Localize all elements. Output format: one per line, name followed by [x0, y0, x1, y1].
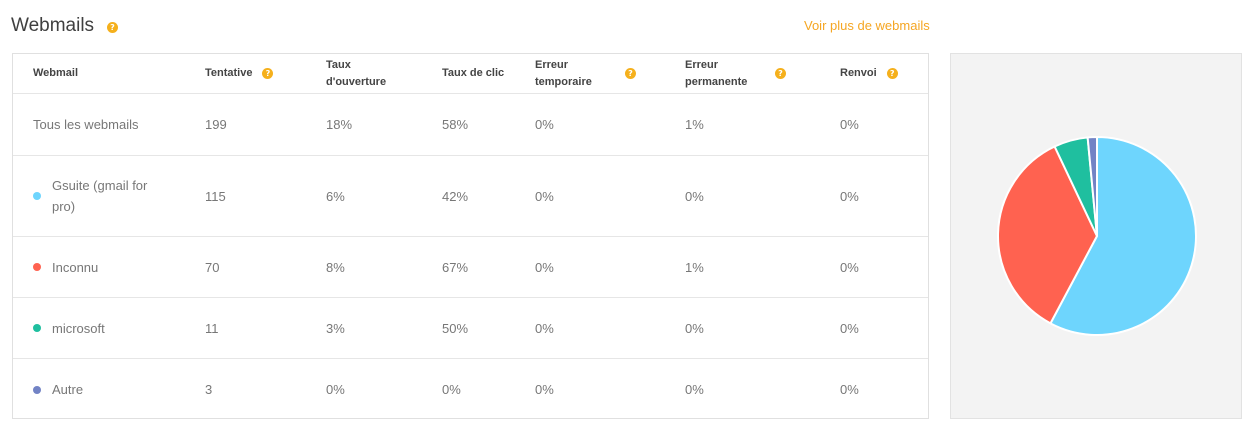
- webmail-name: microsoft: [52, 320, 105, 336]
- webmail-name-cell: Tous les webmails: [33, 94, 139, 155]
- pie-slice-4[interactable]: [1086, 135, 1098, 237]
- cell-renvoi: 0%: [840, 259, 859, 275]
- cell-perm: 0%: [685, 382, 704, 397]
- header-label: Taux de clic: [442, 67, 505, 79]
- table-header-row: Webmail Tentative? Taux d'ouverture Taux de…: [13, 54, 928, 94]
- header-label: Renvoi: [840, 67, 877, 79]
- cell-tentative: 11: [205, 320, 219, 336]
- webmail-name: Autre: [52, 382, 84, 397]
- header-label: Erreur permanente: [685, 58, 748, 88]
- question-icon[interactable]: ?: [625, 68, 636, 79]
- cell-clic: 42%: [442, 188, 469, 204]
- cell-renvoi: 0%: [840, 382, 859, 397]
- pie-chart-svg: [997, 135, 1197, 336]
- legend-dot-icon: [33, 192, 41, 200]
- cell-temp: 0%: [535, 188, 554, 204]
- webmail-name-cell: microsoft: [33, 298, 105, 358]
- cell-ouverture: 18%: [326, 117, 353, 132]
- more-webmails-link[interactable]: Voir plus de webmails: [804, 18, 930, 33]
- header-label: Webmail: [33, 67, 79, 79]
- cell-ouverture: 0%: [326, 382, 345, 397]
- header-3: Taux de clic: [442, 54, 504, 93]
- webmail-name-cell: Inconnu: [33, 237, 98, 297]
- legend-dot-icon: [33, 263, 41, 271]
- cell-clic: 58%: [442, 117, 469, 132]
- header-label: Erreur temporaire: [535, 58, 592, 88]
- table-row[interactable]: Autre 3 0% 0% 0% 0% 0%: [13, 359, 928, 420]
- cell-tentative: 70: [205, 259, 220, 275]
- cell-tentative: 3: [205, 382, 213, 397]
- header-4: Erreur temporaire?: [535, 54, 636, 93]
- header-2: Taux d'ouverture: [326, 54, 406, 93]
- cell-ouverture: 3%: [326, 320, 345, 336]
- webmail-name-cell: Gsuite (gmail for pro): [33, 156, 172, 236]
- webmail-pie-chart: [950, 53, 1242, 419]
- legend-dot-icon: [33, 324, 41, 332]
- pie-slice-1[interactable]: [1049, 135, 1197, 336]
- header-5: Erreur permanente?: [685, 54, 786, 93]
- header-1: Tentative?: [205, 54, 274, 93]
- header-0: Webmail: [33, 54, 78, 93]
- webmail-name: Gsuite (gmail for pro): [52, 178, 148, 214]
- cell-clic: 67%: [442, 259, 469, 275]
- title-help-icon[interactable]: ?: [107, 22, 118, 33]
- table-row[interactable]: microsoft 11 3% 50% 0% 0% 0%: [13, 298, 928, 359]
- cell-ouverture: 8%: [326, 259, 345, 275]
- question-icon[interactable]: ?: [262, 68, 274, 79]
- webmail-name: Tous les webmails: [33, 117, 139, 132]
- cell-ouverture: 6%: [326, 188, 345, 204]
- webmails-table: Webmail Tentative? Taux d'ouverture Taux de…: [12, 53, 929, 419]
- cell-clic: 50%: [442, 320, 469, 336]
- cell-tentative: 115: [205, 188, 226, 204]
- webmail-name-cell: Autre: [33, 359, 83, 420]
- cell-temp: 0%: [535, 382, 554, 397]
- table-row[interactable]: Gsuite (gmail for pro) 115 6% 42% 0% 0% 0%: [13, 156, 928, 237]
- cell-temp: 0%: [535, 117, 554, 132]
- cell-temp: 0%: [535, 320, 554, 336]
- section-title: Webmails: [11, 15, 95, 36]
- cell-perm: 0%: [685, 188, 704, 204]
- header-label: Tentative: [205, 67, 253, 79]
- cell-perm: 1%: [685, 117, 704, 132]
- table-row[interactable]: Tous les webmails 199 18% 58% 0% 1% 0%: [13, 94, 928, 156]
- webmail-name: Inconnu: [52, 259, 99, 275]
- header-label: Taux d'ouverture: [326, 58, 387, 88]
- question-icon[interactable]: ?: [775, 68, 786, 79]
- cell-perm: 0%: [685, 320, 704, 336]
- question-icon[interactable]: ?: [886, 68, 898, 79]
- pie-slice-2[interactable]: [997, 145, 1099, 325]
- cell-temp: 0%: [535, 259, 554, 275]
- cell-renvoi: 0%: [840, 188, 859, 204]
- cell-clic: 0%: [442, 382, 461, 397]
- cell-tentative: 199: [205, 117, 227, 132]
- cell-perm: 1%: [685, 259, 704, 275]
- cell-renvoi: 0%: [840, 320, 859, 336]
- header-6: Renvoi?: [840, 54, 898, 93]
- legend-dot-icon: [33, 385, 41, 394]
- table-row[interactable]: Inconnu 70 8% 67% 0% 1% 0%: [13, 237, 928, 298]
- cell-renvoi: 0%: [840, 117, 859, 132]
